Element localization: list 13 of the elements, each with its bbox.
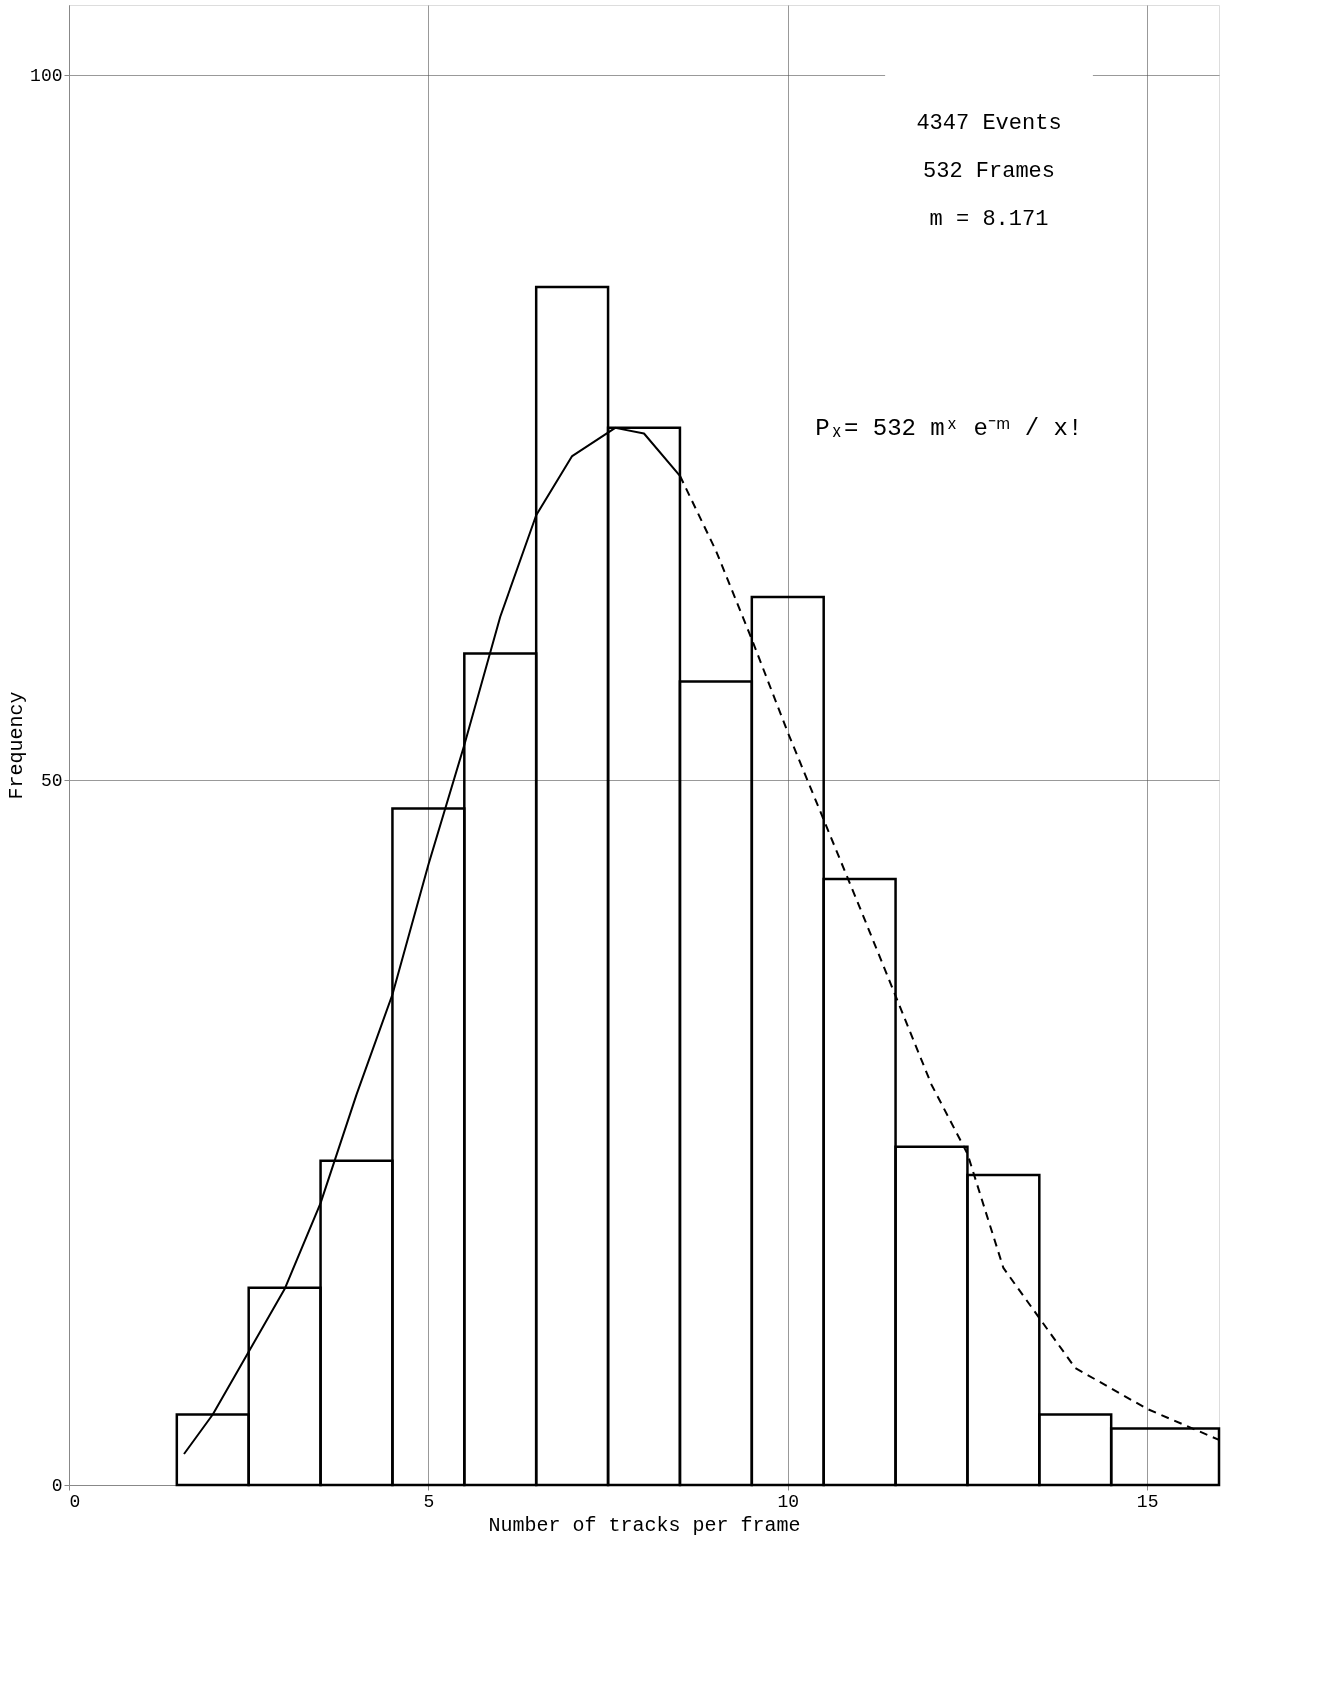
annotation: 4347 Events: [916, 110, 1062, 136]
y-axis-title: Frequency: [5, 691, 29, 800]
y-tick-label: 0: [51, 1475, 63, 1496]
x-tick-label: 0: [69, 1491, 81, 1512]
x-tick-label: 15: [1136, 1491, 1159, 1512]
y-tick-label: 50: [40, 770, 63, 791]
x-tick-label: 5: [423, 1491, 435, 1512]
annotation: 532 Frames: [922, 158, 1056, 184]
x-axis-title: Number of tracks per frame: [488, 1513, 801, 1537]
annotation: m = 8.171: [929, 206, 1049, 232]
x-tick-label: 10: [777, 1491, 800, 1512]
annotation: Pₓ= 532 mˣ e⁻ᵐ / x!: [815, 414, 1083, 442]
y-tick-label: 100: [30, 65, 63, 86]
